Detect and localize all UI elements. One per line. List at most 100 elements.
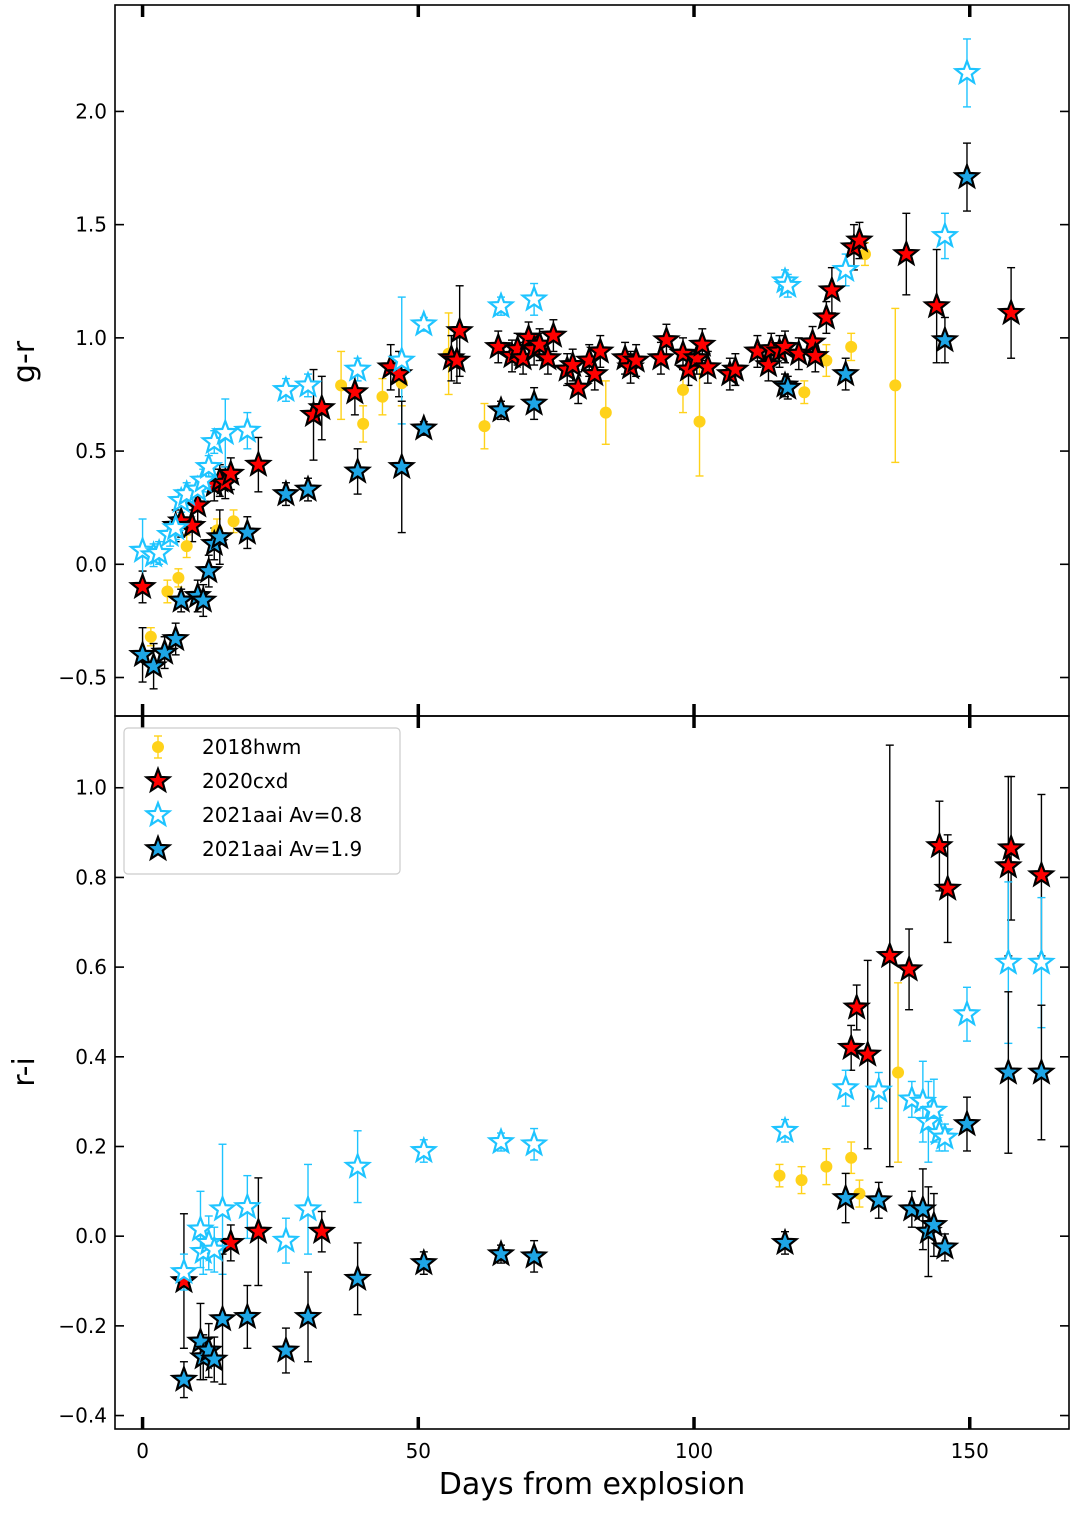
point-2021aai-av-0-8 [186,1214,215,1242]
point-2020cxd [687,329,717,357]
point-2021aai-av-1-9 [232,1301,262,1330]
point-2018hwm [820,1160,833,1173]
point-2021aai-av-1-9 [293,474,323,502]
legend-marker-2021aai-av-1-9 [143,833,173,862]
point-2018hwm [376,390,389,403]
point-2020cxd [216,458,246,486]
point-2021aai-av-1-9 [952,1108,982,1137]
point-2020cxd [922,291,952,319]
point-2020cxd [128,571,157,600]
point-2020cxd [798,327,827,355]
point-2021aai-av-1-9 [188,585,218,613]
point-2020cxd [177,510,207,539]
point-2018hwm [798,386,811,399]
point-2018hwm [889,379,902,392]
point-2020cxd [652,324,681,353]
point-2021aai-av-1-9 [409,1247,439,1276]
point-2021aai-av-0-8 [930,1122,960,1150]
point-2020cxd [216,1227,246,1256]
point-2020cxd [894,954,924,982]
point-2021aai-av-1-9 [952,161,982,190]
y-tick-label: 0.4 [75,1045,107,1069]
point-2020cxd [993,851,1023,879]
point-2018hwm [773,1169,786,1182]
y-tick-label: 0.8 [75,865,107,889]
point-2021aai-av-0-8 [188,465,218,493]
point-2021aai-av-0-8 [210,417,240,446]
point-2020cxd [442,345,472,373]
point-2021aai-av-0-8 [409,309,439,337]
point-2021aai-av-0-8 [199,1234,229,1262]
point-2021aai-av-0-8 [387,345,417,373]
point-2020cxd [996,833,1026,861]
point-2021aai-av-0-8 [161,512,191,541]
point-2021aai-av-0-8 [271,374,301,403]
point-2021aai-av-1-9 [166,585,196,613]
y-tick-label: 0.6 [75,955,107,979]
point-2020cxd [933,873,963,901]
point-2020cxd [693,352,723,380]
point-2018hwm [845,340,858,353]
point-2020cxd [811,302,841,330]
point-2020cxd [514,322,543,351]
point-2021aai-av-1-9 [128,639,157,668]
legend-label-2020cxd: 2020cxd [202,769,288,793]
point-2021aai-av-0-8 [486,1126,516,1155]
bottom-ticks: −0.4 −0.2 0.0 0.2 0.4 0.6 0.8 1.0 [58,716,1069,1429]
point-2021aai-av-1-9 [930,1232,960,1260]
point-2021aai-av-0-8 [208,1194,237,1222]
point-2021aai-av-1-9 [908,1194,938,1222]
point-2020cxd [891,238,921,267]
point-2021aai-av-0-8 [144,537,174,566]
y-tick-label: −0.4 [58,1404,107,1428]
point-2020cxd [445,315,475,344]
top-ticks: −0.5 0.0 0.5 1.0 1.5 2.0 [58,5,1069,716]
point-2021aai-av-0-8 [993,947,1023,975]
top-markers [128,57,1026,679]
point-2018hwm [357,417,370,430]
point-2020cxd [754,349,783,378]
point-2021aai-av-1-9 [919,1209,949,1238]
point-2021aai-av-0-8 [293,1194,323,1222]
point-2021aai-av-0-8 [343,354,373,382]
point-2021aai-av-1-9 [139,651,168,679]
x-tick-labels: 0 50 100 150 [136,1439,989,1463]
point-2021aai-av-0-8 [952,999,982,1027]
x-tick-label: 150 [951,1439,989,1463]
point-2020cxd [646,343,676,371]
point-2021aai-av-1-9 [486,395,516,423]
point-2021aai-av-1-9 [1027,1057,1056,1085]
bottom-markers [169,830,1056,1392]
point-2018hwm [172,571,185,584]
x-axis-label: Days from explosion [439,1467,746,1502]
legend-box [123,727,401,875]
point-2021aai-av-0-8 [343,1151,373,1179]
point-2020cxd [800,340,830,369]
point-2021aai-av-0-8 [770,1115,800,1144]
point-2021aai-av-0-8 [232,1191,262,1220]
point-2021aai-av-1-9 [271,478,301,507]
point-2021aai-av-1-9 [343,456,373,484]
point-2021aai-av-1-9 [831,1182,861,1211]
point-2021aai-av-1-9 [486,1238,516,1267]
bottom-ylabel: r-i [7,1057,42,1087]
point-2020cxd [483,331,513,360]
point-2021aai-av-0-8 [919,1095,949,1123]
point-2018hwm [676,383,689,396]
point-2021aai-av-1-9 [208,1303,237,1332]
y-tick-label: 0.0 [75,1224,107,1248]
point-2020cxd [340,377,370,405]
point-2020cxd [1027,860,1056,888]
point-2020cxd [770,331,800,360]
point-2021aai-av-0-8 [232,415,262,443]
y-tick-label: 1.0 [75,326,107,350]
point-2021aai-av-0-8 [271,1225,301,1253]
point-2020cxd [836,1032,866,1061]
legend-marker-2021aai-av-0-8 [143,799,173,828]
point-2018hwm [227,515,240,528]
y-tick-label: −0.5 [58,666,107,690]
point-2021aai-av-0-8 [293,370,323,398]
top-panel: −0.5 0.0 0.5 1.0 1.5 2.0 g-r [7,4,1070,717]
y-tick-label: 1.5 [75,213,107,237]
